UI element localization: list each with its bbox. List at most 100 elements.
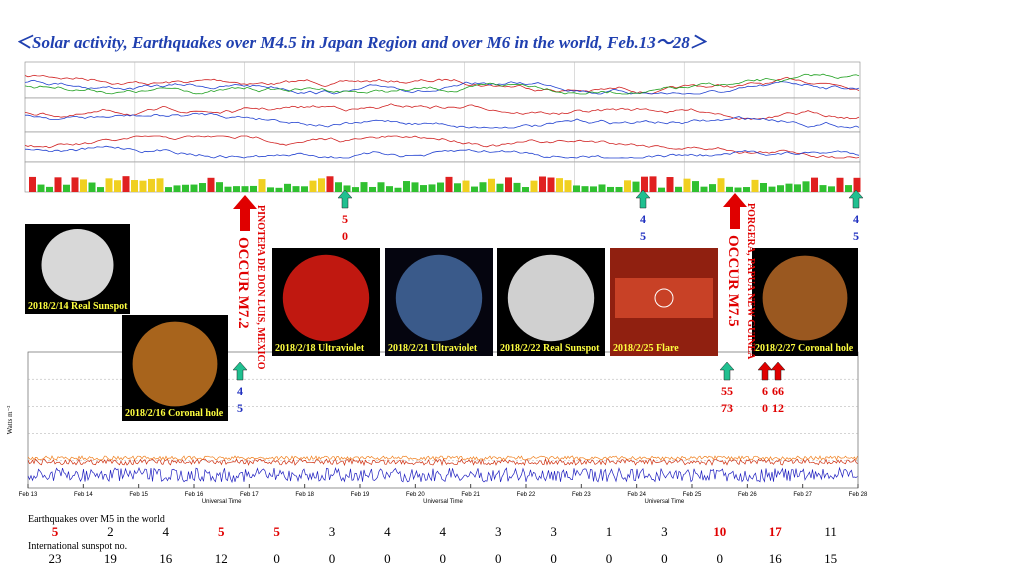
kp-bar	[530, 180, 538, 192]
row-value: 11	[824, 524, 837, 539]
event-place: PORGERA, PAPUA NEW GUINEA	[745, 203, 756, 360]
kp-bar	[649, 176, 657, 192]
kp-bar	[369, 186, 376, 192]
x-tick-label: Feb 24	[627, 492, 646, 498]
kp-bar	[309, 180, 317, 192]
kp-bar	[267, 187, 274, 192]
row-value: 15	[824, 551, 837, 566]
image-caption: 2018/2/22 Real Sunspot	[500, 343, 600, 354]
image-caption: 2018/2/21 Ultraviolet	[388, 343, 478, 354]
row-value: 5	[218, 524, 225, 539]
kp-bar	[301, 186, 308, 192]
kp-bar	[165, 187, 172, 192]
x-tick-label: Feb 16	[185, 492, 204, 498]
quake-arrow	[719, 361, 735, 381]
kp-bar	[845, 185, 852, 192]
quake-count: 5	[640, 229, 646, 243]
kp-bar	[258, 179, 266, 192]
quake-arrow	[337, 189, 353, 209]
panel-trace	[24, 79, 860, 95]
kp-bar	[768, 186, 776, 192]
kp-bar	[122, 176, 130, 192]
kp-bar	[156, 178, 164, 192]
row-value: 3	[329, 524, 336, 539]
image-caption: 2018/2/18 Ultraviolet	[275, 343, 365, 354]
kp-bar	[54, 177, 62, 192]
kp-bar	[488, 178, 495, 192]
kp-bar	[97, 187, 104, 192]
x-tick-label: Feb 22	[517, 492, 536, 498]
sun-disk	[395, 254, 483, 342]
quake-arrow	[848, 189, 864, 209]
kp-bar	[624, 180, 631, 192]
kp-bar	[335, 182, 342, 192]
occulter	[654, 288, 674, 308]
kp-bar	[590, 186, 597, 192]
kp-bar	[513, 182, 521, 192]
row-value: 3	[495, 524, 502, 539]
panel-trace	[25, 112, 860, 129]
kp-bar	[360, 182, 368, 192]
time-label: Universal Time	[423, 499, 463, 505]
row-value: 0	[606, 551, 613, 566]
row-value: 1	[606, 524, 613, 539]
row-value: 0	[440, 551, 447, 566]
kp-bar	[802, 181, 810, 192]
coronagraph-glow	[615, 278, 713, 318]
kp-bar	[37, 184, 45, 192]
quake-count: 5	[342, 212, 348, 226]
kp-bar	[403, 181, 410, 192]
row-value: 0	[273, 551, 280, 566]
kp-bar	[522, 187, 529, 192]
kp-bar	[581, 186, 589, 192]
kp-bar	[777, 185, 784, 192]
quake-arrow	[232, 361, 248, 381]
kp-bar	[556, 178, 563, 192]
time-label: Universal Time	[202, 499, 242, 505]
quake-count: 5	[237, 401, 243, 415]
kp-bar	[709, 184, 716, 192]
row-value: 0	[495, 551, 502, 566]
event-arrow	[233, 195, 257, 231]
kp-bar	[241, 186, 249, 192]
kp-bar	[700, 186, 708, 192]
y-axis-label: Watts m⁻²	[6, 406, 14, 435]
kp-bar	[182, 184, 189, 192]
x-tick-label: Feb 27	[793, 492, 812, 498]
image-caption: 2018/2/14 Real Sunspot	[28, 301, 128, 312]
kp-bar	[46, 186, 53, 192]
kp-bar	[479, 182, 487, 192]
kp-bar	[386, 186, 393, 192]
kp-bar	[615, 186, 623, 192]
quake-count: 12	[772, 401, 784, 415]
panel-trace	[24, 103, 860, 120]
row-label: Earthquakes over M5 in the world	[28, 514, 165, 525]
x-tick-label: Feb 19	[351, 492, 370, 498]
kp-bar	[751, 179, 759, 192]
image-caption: 2018/2/27 Coronal hole	[755, 343, 854, 354]
quake-count: 0	[342, 229, 348, 243]
kp-bar	[88, 182, 96, 192]
row-value: 16	[769, 551, 783, 566]
sun-disk	[132, 321, 218, 407]
title: ＜Solar activity, Earthquakes over M4.5 i…	[15, 33, 708, 52]
row-label: International sunspot no.	[28, 541, 127, 552]
row-value: 5	[273, 524, 280, 539]
x-tick-label: Feb 18	[295, 492, 314, 498]
kp-bar	[216, 182, 223, 192]
kp-bar	[836, 177, 844, 192]
kp-bar	[343, 185, 351, 192]
kp-bar	[454, 183, 461, 192]
x-tick-label: Feb 17	[240, 492, 259, 498]
event-arrow	[723, 193, 747, 229]
kp-bar	[692, 181, 699, 192]
row-value: 4	[440, 524, 447, 539]
quake-count: 4	[237, 384, 243, 398]
quake-count: 6	[762, 384, 768, 398]
kp-bar	[734, 187, 742, 192]
kp-bar	[71, 177, 79, 192]
x-tick-label: Feb 14	[74, 492, 93, 498]
quake-arrow	[770, 361, 786, 381]
kp-bar	[233, 186, 240, 192]
x-tick-label: Feb 13	[19, 492, 38, 498]
